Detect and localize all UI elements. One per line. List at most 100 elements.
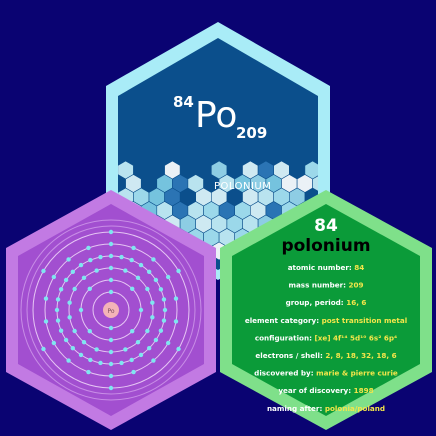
property-label: group, period:	[286, 298, 347, 307]
electron	[94, 347, 99, 352]
electron	[43, 296, 49, 301]
electron	[108, 373, 114, 379]
symbol-atomic-number: 84	[173, 93, 194, 111]
electron	[54, 307, 60, 313]
property-row: configuration: [xe] 4f¹⁴ 5d¹⁰ 6s² 6p⁴	[255, 333, 397, 342]
electron	[138, 307, 144, 313]
electron	[66, 257, 71, 262]
electron	[130, 286, 135, 291]
electron	[86, 369, 91, 375]
electron	[161, 297, 167, 302]
electron	[81, 339, 87, 345]
electron	[108, 325, 114, 331]
electron	[173, 319, 179, 324]
electron	[146, 345, 152, 351]
electron	[158, 328, 164, 333]
property-row: electrons / shell: 2, 8, 18, 32, 18, 6	[255, 351, 396, 360]
electron	[63, 337, 69, 343]
electron	[86, 245, 91, 251]
info-tile: 84 polonium atomic number: 84 mass number…	[220, 190, 432, 430]
electron	[119, 254, 124, 260]
nucleus-label: Po	[107, 308, 114, 315]
property-label: naming after:	[267, 404, 325, 413]
electron	[108, 361, 114, 367]
info-atomic-number: 84	[314, 216, 338, 236]
electron	[131, 369, 136, 375]
electron	[108, 349, 114, 355]
property-value: 16, 6	[346, 298, 366, 307]
property-value: polonia/poland	[325, 404, 385, 413]
electron	[108, 241, 114, 247]
electron	[78, 262, 84, 268]
electron	[165, 274, 171, 280]
property-row: year of discovery: 1898	[278, 386, 373, 395]
electron	[41, 346, 46, 352]
electron	[108, 277, 114, 283]
electron	[150, 300, 155, 305]
property-label: element category:	[245, 316, 322, 325]
electron	[66, 358, 71, 363]
property-label: electrons / shell:	[255, 351, 325, 360]
electron	[153, 277, 159, 283]
electron	[138, 352, 144, 358]
electron	[108, 385, 114, 391]
electron	[88, 357, 93, 363]
electron	[88, 257, 93, 263]
electron	[67, 300, 72, 305]
electron	[151, 257, 156, 262]
electron	[165, 340, 171, 346]
electron	[135, 339, 141, 345]
decorative-ring	[20, 219, 202, 401]
electron	[153, 337, 159, 343]
property-row: mass number: 209	[288, 281, 363, 290]
bohr-atom-model	[20, 219, 202, 401]
electron	[58, 287, 64, 292]
electron	[158, 287, 164, 292]
atom-tile: Po	[6, 190, 216, 430]
electron	[161, 318, 167, 323]
electron	[173, 296, 179, 301]
electron	[123, 347, 128, 352]
property-row: discovered by: marie & pierre curie	[254, 369, 398, 378]
electron	[108, 265, 114, 271]
element-symbol: Po	[195, 95, 237, 136]
electron	[145, 286, 150, 292]
electron	[81, 275, 87, 281]
electron	[108, 229, 114, 235]
electron	[176, 346, 181, 352]
property-value: 2, 8, 18, 32, 18, 6	[325, 351, 396, 360]
electron	[51, 274, 57, 280]
electron	[130, 329, 135, 334]
property-label: configuration:	[255, 333, 315, 342]
property-row: element category: post transition metal	[245, 316, 407, 325]
property-row: group, period: 16, 6	[286, 298, 367, 307]
electron	[119, 360, 124, 366]
electron	[108, 289, 114, 295]
electron	[129, 357, 134, 363]
property-row: naming after: polonia/poland	[267, 404, 385, 413]
electron	[138, 262, 144, 268]
nucleus	[103, 302, 119, 318]
electron	[123, 268, 128, 273]
electron	[51, 340, 57, 346]
electron	[87, 329, 92, 334]
electron	[129, 257, 134, 263]
electron	[162, 307, 168, 313]
electron	[70, 269, 76, 275]
electron	[151, 358, 156, 363]
electron	[131, 245, 136, 251]
property-label: atomic number:	[288, 263, 355, 272]
electron	[41, 268, 46, 274]
property-value: [xe] 4f¹⁴ 5d¹⁰ 6s² 6p⁴	[314, 333, 397, 342]
property-value: post transition metal	[322, 316, 408, 325]
decorative-ring	[26, 225, 196, 395]
electron	[135, 275, 141, 281]
electron	[63, 277, 69, 283]
electron	[108, 337, 114, 343]
electron	[67, 315, 72, 320]
property-row: atomic number: 84	[288, 263, 365, 272]
electron	[78, 352, 84, 358]
info-element-name: polonium	[281, 236, 370, 256]
electron	[78, 307, 84, 313]
